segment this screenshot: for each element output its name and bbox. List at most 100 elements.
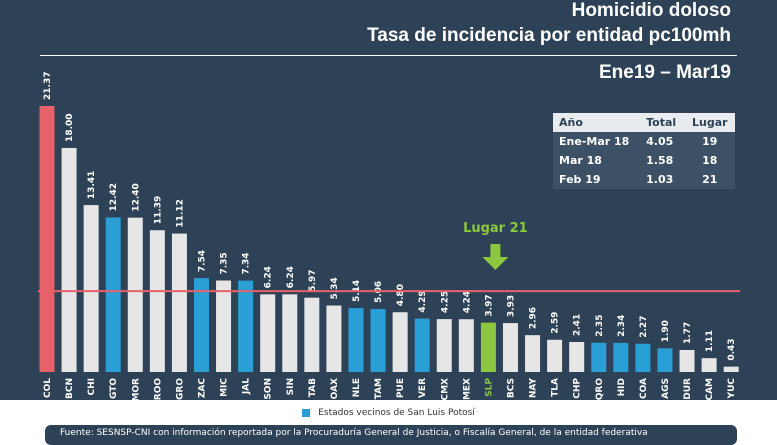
category-label: SLP — [484, 378, 494, 397]
bar-zac — [193, 278, 209, 372]
category-label: NAY — [529, 378, 539, 399]
category-label: CHP — [573, 378, 583, 399]
bar-son — [260, 294, 276, 372]
bar-chi — [83, 205, 99, 372]
data-label: 2.59 — [551, 312, 561, 334]
bar-pue — [392, 312, 408, 372]
cell: 21 — [702, 173, 718, 186]
bar-slp — [480, 322, 496, 372]
data-label: 2.41 — [573, 314, 583, 336]
table-row: Feb 19 1.03 21 — [553, 170, 735, 189]
bar-mor — [127, 217, 143, 372]
bar-chart: 21.37 COL 18.00 BCN 13.41 CHI 12.42 GTO 12.40 MOR… — [38, 72, 740, 400]
category-label: BCN — [65, 378, 75, 399]
category-label: MIC — [220, 378, 230, 397]
category-label: HID — [617, 378, 627, 396]
cell: 4.05 — [646, 135, 674, 148]
bar-coa — [635, 343, 651, 372]
data-label: 2.96 — [529, 307, 539, 329]
data-label: 13.41 — [87, 171, 97, 199]
data-label: 7.34 — [242, 252, 252, 274]
data-label: 3.97 — [484, 294, 494, 316]
bar-cam — [701, 358, 717, 372]
legend: Estados vecinos de San Luis Potosí — [0, 408, 777, 418]
category-label: TLA — [551, 378, 561, 397]
category-label: YUC — [727, 378, 737, 400]
cell: Ene-Mar 18 — [559, 135, 630, 148]
data-label: 2.27 — [639, 316, 649, 338]
data-label: 1.11 — [705, 330, 715, 352]
bar-gto — [105, 217, 121, 372]
cell: 1.03 — [646, 173, 674, 186]
data-label: 4.25 — [440, 291, 450, 313]
divider — [40, 55, 737, 56]
data-label: 4.80 — [396, 284, 406, 306]
table-header-row: Año Total Lugar — [553, 113, 735, 132]
category-label: NLE — [352, 378, 362, 397]
data-label: 5.34 — [330, 277, 340, 299]
table-row: Mar 18 1.58 18 — [553, 151, 735, 170]
bar-oax — [326, 305, 342, 372]
data-label: 2.35 — [595, 315, 605, 337]
cell: Feb 19 — [559, 173, 601, 186]
category-label: CAM — [705, 378, 715, 400]
bar-yuc — [723, 366, 739, 372]
category-label: BCS — [506, 378, 516, 398]
bar-bcs — [502, 323, 518, 372]
bar-nle — [348, 308, 364, 372]
data-label: 5.97 — [308, 269, 318, 291]
cell: Mar 18 — [559, 154, 602, 167]
category-label: CMX — [440, 378, 450, 400]
bar-bcn — [61, 147, 77, 372]
category-label: VER — [418, 378, 428, 398]
bar-dur — [679, 349, 695, 372]
category-label: PUE — [396, 378, 406, 398]
data-label: 11.12 — [175, 199, 185, 227]
bar-jal — [238, 280, 254, 372]
category-label: AGS — [661, 378, 671, 399]
data-label: 6.24 — [264, 266, 274, 288]
data-label: 7.35 — [220, 252, 230, 274]
data-label: 1.77 — [683, 322, 693, 344]
header-cell: Lugar — [684, 113, 735, 132]
header-cell: Año — [553, 113, 641, 132]
category-label: SIN — [286, 378, 296, 395]
category-label: MEX — [462, 378, 472, 400]
category-label: ROO — [153, 378, 163, 400]
source-note: Fuente: SESNSP-CNI con información repor… — [45, 425, 737, 445]
data-label: 2.34 — [617, 315, 627, 337]
category-label: GTO — [109, 378, 119, 399]
category-label: ZAC — [197, 378, 207, 398]
data-label: 21.37 — [43, 72, 53, 100]
arrow-down-icon — [482, 244, 509, 270]
data-label: 12.40 — [131, 183, 141, 211]
data-label: 4.29 — [418, 290, 428, 312]
callout-label: Lugar 21 — [463, 221, 528, 236]
category-label: QRO — [595, 378, 605, 400]
chart-subtitle: Tasa de incidencia por entidad pc100mh — [367, 25, 731, 46]
table-row: Ene-Mar 18 4.05 19 — [553, 132, 735, 151]
cell: 19 — [702, 135, 718, 148]
legend-label: Estados vecinos de San Luis Potosí — [318, 408, 475, 418]
category-label: COL — [43, 378, 53, 398]
category-label: CHI — [87, 378, 97, 396]
header-cell: Total — [640, 113, 685, 132]
data-label: 18.00 — [65, 113, 75, 141]
data-label: 12.42 — [109, 183, 119, 211]
chart-title: Homicidio doloso — [571, 0, 731, 21]
data-label: 6.24 — [286, 266, 296, 288]
bar-qro — [591, 342, 607, 372]
bar-tla — [547, 339, 563, 372]
bar-ags — [657, 348, 673, 372]
category-label: SON — [264, 378, 274, 400]
data-label: 0.43 — [727, 338, 737, 360]
bar-mex — [458, 319, 474, 372]
category-label: COA — [639, 378, 649, 399]
comparison-table: Año Total Lugar Ene-Mar 18 4.05 19 Mar 18 1… — [553, 113, 735, 189]
bar-gro — [171, 233, 187, 372]
category-label: OAX — [330, 378, 340, 399]
cell: 1.58 — [646, 154, 674, 167]
legend-swatch — [302, 408, 311, 417]
data-label: 3.93 — [506, 295, 516, 317]
category-label: TAB — [308, 378, 318, 397]
